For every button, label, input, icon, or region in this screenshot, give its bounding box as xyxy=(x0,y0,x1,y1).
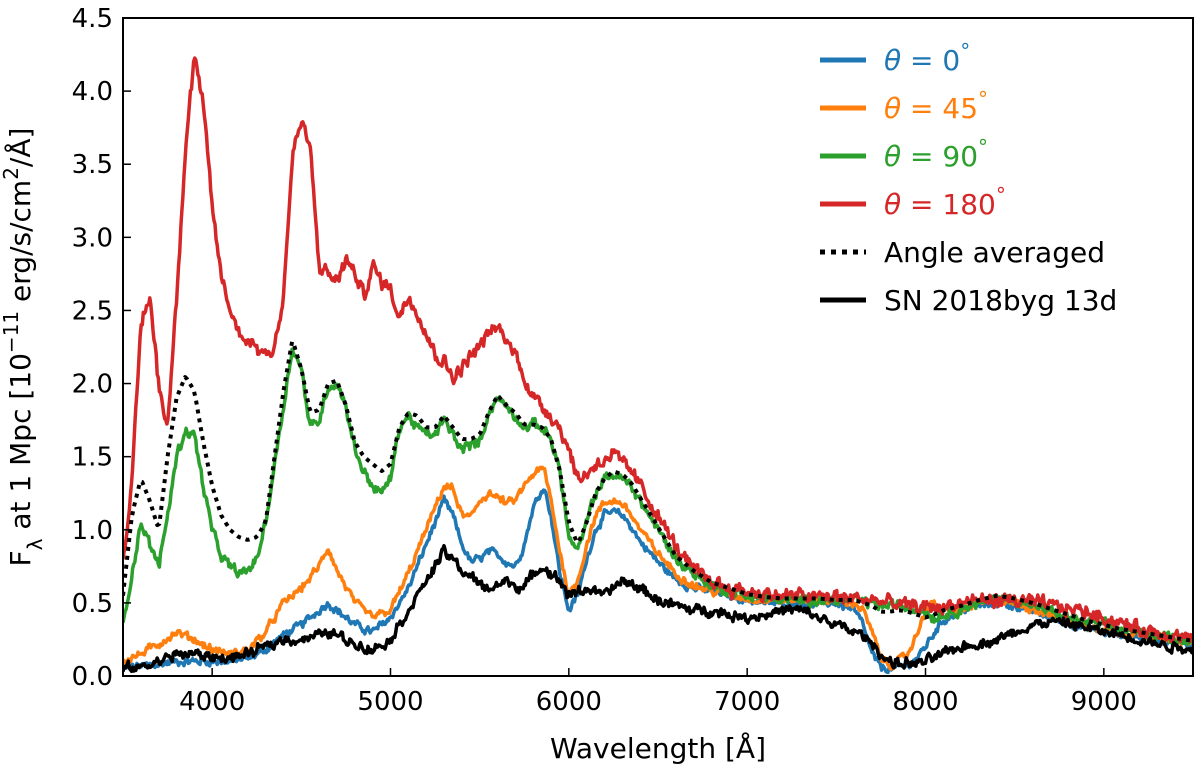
x-axis: 4000 5000 6000 7000 8000 9000 xyxy=(179,668,1137,717)
y-axis-label-mid: at 1 Mpc [10 xyxy=(4,353,37,538)
y-axis-label-main: F xyxy=(4,550,37,566)
x-tick-label: 6000 xyxy=(536,687,602,717)
y-axis-label-squared: 2 xyxy=(0,167,23,180)
y-tick-label: 1.0 xyxy=(72,516,113,546)
y-tick-label: 4.5 xyxy=(72,4,113,34)
series-line-5 xyxy=(123,543,1193,674)
y-tick-label: 3.5 xyxy=(72,150,113,180)
y-axis-label-end: /Å] xyxy=(3,128,37,168)
legend-label-3: θ = 180° xyxy=(884,183,1006,221)
legend: θ = 0° θ = 45° θ = 90° θ = 180° Angle averag… xyxy=(820,39,1117,317)
legend-label-2: θ = 90° xyxy=(884,135,988,173)
x-tick-label: 8000 xyxy=(892,687,958,717)
y-axis-label: Fλ at 1 Mpc [10−11 erg/s/cm2/Å] xyxy=(0,128,47,567)
y-tick-label: 4.0 xyxy=(72,77,113,107)
legend-label-0: θ = 0° xyxy=(884,39,970,77)
y-tick-label: 3.0 xyxy=(72,223,113,253)
y-tick-label: 0.5 xyxy=(72,589,113,619)
y-tick-label: 2.5 xyxy=(72,296,113,326)
series-line-4 xyxy=(123,339,1193,643)
y-tick-label: 2.0 xyxy=(72,370,113,400)
y-axis-label-exponent: −11 xyxy=(0,311,23,353)
series-layer xyxy=(123,56,1193,675)
x-tick-label: 5000 xyxy=(357,687,423,717)
y-tick-label: 0.0 xyxy=(72,662,113,692)
x-axis-label: Wavelength [Å] xyxy=(550,731,766,765)
legend-label-4: Angle averaged xyxy=(884,236,1105,269)
y-axis-label-units: erg/s/cm xyxy=(4,180,37,311)
x-tick-label: 7000 xyxy=(714,687,780,717)
y-axis: 0.0 0.5 1.0 1.5 2.0 2.5 3.0 3.5 4.0 4.5 xyxy=(72,4,131,692)
x-tick-label: 9000 xyxy=(1071,687,1137,717)
y-axis-label-sub: λ xyxy=(23,538,47,550)
y-tick-label: 1.5 xyxy=(72,443,113,473)
plot-frame xyxy=(122,17,1194,677)
legend-label-5: SN 2018byg 13d xyxy=(884,284,1117,317)
x-tick-label: 4000 xyxy=(179,687,245,717)
legend-label-1: θ = 45° xyxy=(884,87,988,125)
